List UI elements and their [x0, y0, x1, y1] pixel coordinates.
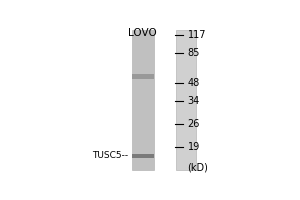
- Bar: [176, 30, 196, 170]
- Bar: [132, 30, 154, 170]
- Text: TUSC5--: TUSC5--: [92, 151, 128, 160]
- Bar: [132, 74, 154, 79]
- Text: LOVO: LOVO: [128, 28, 157, 38]
- Text: 34: 34: [188, 96, 200, 106]
- Text: 48: 48: [188, 78, 200, 88]
- Text: 19: 19: [188, 142, 200, 152]
- Bar: [132, 154, 154, 158]
- Text: 85: 85: [188, 48, 200, 58]
- Text: 26: 26: [188, 119, 200, 129]
- Text: 117: 117: [188, 30, 206, 40]
- Text: (kD): (kD): [188, 163, 208, 173]
